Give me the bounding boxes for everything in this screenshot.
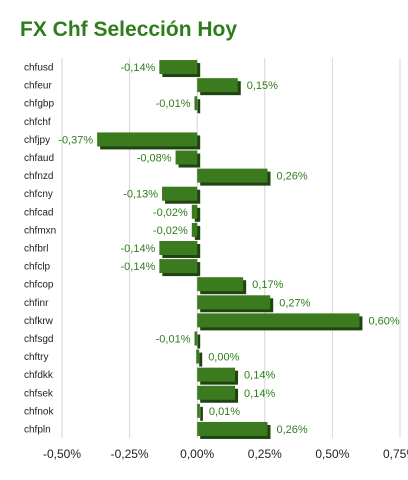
bar <box>197 385 236 400</box>
value-label: 0,26% <box>277 171 308 183</box>
value-label: 0,00% <box>208 352 239 364</box>
bar <box>194 96 198 111</box>
category-label: chfinr <box>24 298 49 309</box>
category-label: chfnzd <box>24 171 53 182</box>
bar <box>175 150 198 165</box>
value-label: -0,14% <box>120 243 155 255</box>
value-label: 0,17% <box>252 279 283 291</box>
value-label: 0,14% <box>244 388 275 400</box>
bar-shadow <box>197 99 201 114</box>
bar <box>159 241 198 255</box>
category-label: chfeur <box>24 81 52 92</box>
bar <box>197 78 238 93</box>
value-label: -0,37% <box>58 134 93 146</box>
value-label: 0,60% <box>368 315 399 327</box>
value-label: -0,02% <box>153 207 188 219</box>
value-label: -0,08% <box>137 153 172 165</box>
x-tick-label: -0,50% <box>43 447 81 461</box>
bar <box>197 168 268 183</box>
category-label: chfcad <box>24 207 53 218</box>
bar <box>194 331 198 346</box>
category-label: chfmxn <box>24 225 56 236</box>
category-label: chfdkk <box>24 370 54 381</box>
bar <box>197 421 268 436</box>
category-label: chfgbp <box>24 99 54 110</box>
value-label: -0,01% <box>156 333 191 345</box>
bar-shadow <box>194 225 201 240</box>
category-label: chfkrw <box>24 316 54 327</box>
x-tick-label: 0,50% <box>315 447 349 461</box>
value-label: 0,01% <box>209 406 240 418</box>
value-label: 0,27% <box>279 297 310 309</box>
bar <box>197 295 271 310</box>
bar <box>197 403 200 418</box>
value-label: 0,14% <box>244 370 275 382</box>
x-tick-label: 0,75% <box>383 447 408 461</box>
category-label: chfusd <box>24 63 53 74</box>
bar-shadow <box>197 334 201 349</box>
value-label: -0,14% <box>120 62 155 74</box>
bar <box>197 367 236 382</box>
bar <box>97 132 198 147</box>
category-label: chfbrl <box>24 244 48 255</box>
bar <box>191 222 198 237</box>
bar <box>159 259 198 274</box>
x-tick-label: 0,25% <box>248 447 282 461</box>
bar <box>197 277 244 292</box>
chart-title: FX Chf Selección Hoy <box>20 18 238 41</box>
category-label: chfaud <box>24 153 54 164</box>
x-tick-label: -0,25% <box>111 447 149 461</box>
category-label: chftry <box>24 352 48 363</box>
bar <box>162 186 198 201</box>
value-label: -0,02% <box>153 225 188 237</box>
category-label: chfsgd <box>24 334 53 345</box>
value-label: 0,15% <box>247 80 278 92</box>
category-label: chfsek <box>24 388 54 399</box>
bar-shadow <box>200 406 203 421</box>
category-label: chfpln <box>24 424 51 435</box>
x-tick-label: 0,00% <box>180 447 214 461</box>
bar <box>196 349 200 364</box>
bar <box>191 204 198 219</box>
category-label: chfjpy <box>24 135 50 146</box>
category-label: chfcny <box>24 189 53 200</box>
value-label: 0,26% <box>277 424 308 436</box>
category-label: chfclp <box>24 262 51 273</box>
bar <box>197 313 360 328</box>
bar-shadow <box>194 207 201 222</box>
bar-shadow <box>199 352 203 367</box>
value-label: -0,13% <box>123 189 158 201</box>
category-label: chfchf <box>24 117 51 128</box>
value-label: -0,01% <box>156 98 191 110</box>
category-label: chfcop <box>24 280 54 291</box>
value-label: -0,14% <box>120 261 155 273</box>
category-label: chfnok <box>24 406 54 417</box>
bar <box>159 60 198 75</box>
